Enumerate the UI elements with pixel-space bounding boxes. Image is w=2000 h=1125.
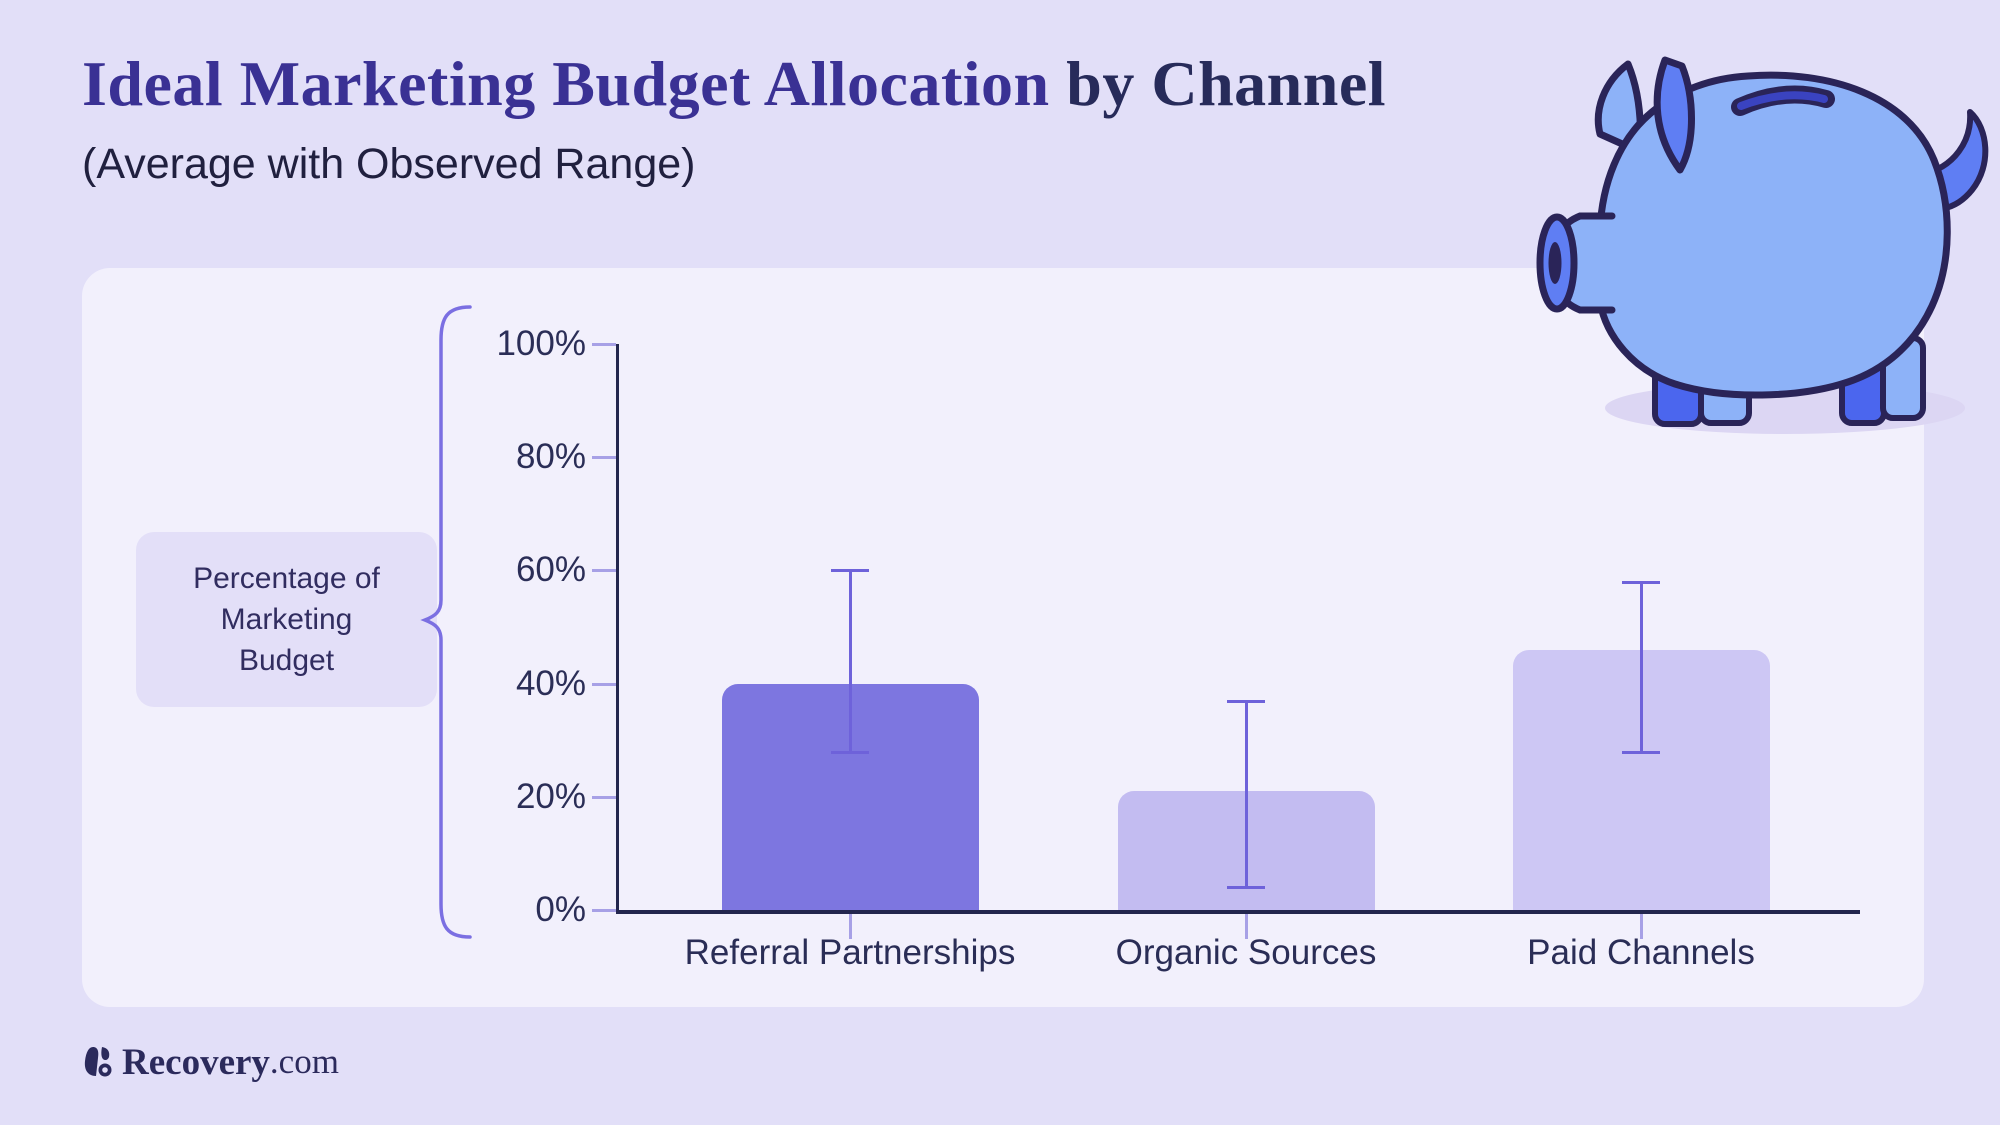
y-axis-tick-label: 80% xyxy=(515,437,586,477)
page-title-secondary: by Channel xyxy=(1066,48,1387,119)
error-bar-cap-bottom-paid-channels xyxy=(1622,750,1660,754)
x-axis-tick xyxy=(1639,914,1643,939)
y-axis-label-line: Percentage of xyxy=(193,562,380,595)
piggy-ear-front xyxy=(1653,56,1695,174)
x-axis-category-label: Paid Channels xyxy=(1527,933,1755,972)
x-axis-category-label: Referral Partnerships xyxy=(684,933,1016,972)
y-axis-label-box: Percentage of Marketing Budget xyxy=(136,532,437,707)
y-axis-label-line: Budget xyxy=(238,644,335,677)
piggy-coin-slot-inner xyxy=(1737,91,1828,110)
y-axis-tick xyxy=(592,569,616,573)
piggy-body xyxy=(1593,71,1951,399)
curly-brace xyxy=(420,305,472,939)
brand-logo-icon xyxy=(84,1047,112,1077)
page-title-primary: Ideal Marketing Budget Allocation xyxy=(82,48,1050,119)
y-axis-tick-label: 100% xyxy=(496,324,586,363)
y-axis-tick xyxy=(592,682,616,686)
y-axis-tick-label: 60% xyxy=(515,550,586,590)
page-title: Ideal Marketing Budget Allocation by Chan… xyxy=(82,48,1682,120)
error-bar-cap-top-referral-partnerships xyxy=(831,569,869,573)
y-axis-tick xyxy=(592,343,616,346)
x-axis-tick xyxy=(848,914,852,939)
page-subtitle: (Average with Observed Range) xyxy=(82,140,696,188)
x-axis-category-label: Organic Sources xyxy=(1115,933,1377,972)
y-axis-line xyxy=(616,344,619,914)
error-bar-organic-sources xyxy=(1244,700,1248,888)
error-bar-cap-bottom-referral-partnerships xyxy=(831,750,869,754)
y-axis-tick xyxy=(592,456,616,460)
y-axis-tick xyxy=(592,909,616,912)
error-bar-referral-partnerships xyxy=(848,570,852,752)
piggy-bank-illustration xyxy=(1536,56,1989,434)
y-axis-tick-label: 20% xyxy=(515,776,586,816)
y-axis-tick-label: 40% xyxy=(515,663,586,703)
brand-suffix: .com xyxy=(269,1042,339,1081)
error-bar-cap-bottom-organic-sources xyxy=(1227,886,1265,890)
x-axis-line xyxy=(616,910,1860,914)
y-axis-tick-label: 0% xyxy=(535,890,586,929)
error-bar-cap-top-paid-channels xyxy=(1622,580,1660,584)
error-bar-paid-channels xyxy=(1639,581,1643,752)
x-axis-tick xyxy=(1244,914,1248,939)
brand-name: Recovery xyxy=(122,1041,270,1083)
error-bar-cap-top-organic-sources xyxy=(1227,699,1265,703)
y-axis-tick xyxy=(592,795,616,799)
piggy-nostril xyxy=(1548,242,1562,284)
y-axis-label-line: Marketing xyxy=(220,603,353,636)
brand-logo: Recovery .com xyxy=(82,1041,339,1083)
